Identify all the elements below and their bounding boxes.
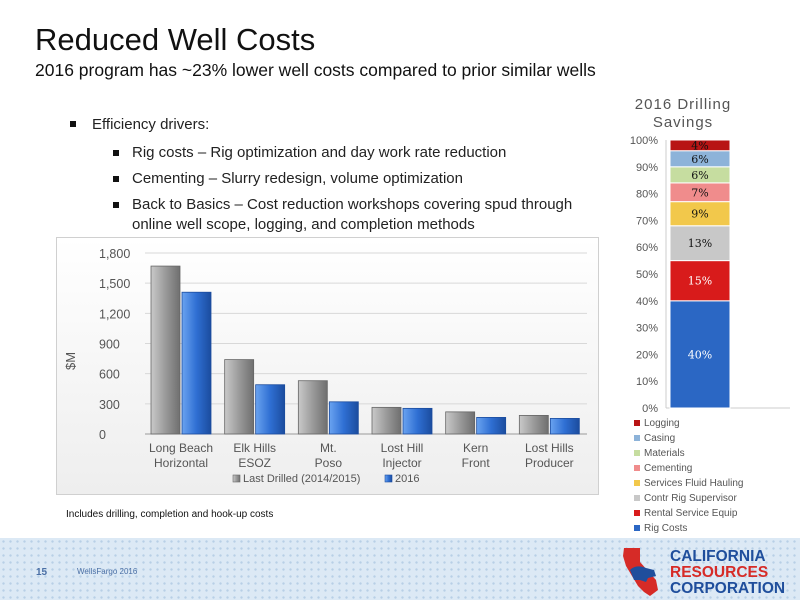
- segment-label: 40%: [688, 348, 712, 361]
- legend-label: Casing: [644, 433, 675, 444]
- bullet-item: Rig costs – Rig optimization and day wor…: [70, 143, 590, 163]
- well-cost-bar-chart: 0 300 600 900 1,200 1,500 1,800 $M Long BeachHor…: [63, 247, 587, 485]
- bar-last-drilled: [445, 411, 476, 435]
- legend-label: Materials: [644, 448, 685, 459]
- legend-swatch-last-drilled: [232, 474, 241, 483]
- bullet-item: Cementing – Slurry redesign, volume opti…: [70, 169, 590, 189]
- bar-last-drilled: [518, 414, 549, 435]
- bar-2016: [476, 417, 507, 435]
- bar-last-drilled: [150, 265, 181, 435]
- slide-title: Reduced Well Costs: [35, 22, 316, 57]
- y-tick-label: 0: [99, 428, 106, 442]
- y-tick-label: 1,500: [99, 277, 130, 291]
- footer-event-label: WellsFargo 2016: [77, 567, 138, 576]
- bar-2016: [549, 418, 580, 435]
- drilling-savings-stacked-chart: 0% 10% 20% 30% 40% 50% 60% 70% 80% 90% 100% 40% 15% 1…: [630, 135, 790, 534]
- y-tick-label: 1,800: [99, 247, 130, 261]
- y-tick-label: 100%: [630, 135, 658, 147]
- legend-label: Rig Costs: [644, 523, 687, 534]
- logo-line: RESOURCES: [670, 564, 769, 581]
- legend-label: Logging: [644, 418, 680, 429]
- bar-2016: [402, 407, 433, 435]
- x-tick-label: Elk Hills: [233, 441, 276, 455]
- slide-subtitle: 2016 program has ~23% lower well costs c…: [35, 60, 596, 80]
- y-tick-label: 80%: [636, 189, 658, 201]
- bar-last-drilled: [371, 406, 402, 435]
- legend-swatch: [634, 420, 640, 426]
- x-tick-label: Long Beach: [149, 441, 213, 455]
- savings-chart-title: 2016 Drilling Savings: [634, 96, 732, 131]
- x-tick-label: Lost Hills: [525, 441, 574, 455]
- legend-swatch: [634, 480, 640, 486]
- legend-swatch-2016: [384, 474, 393, 483]
- legend-swatch: [634, 510, 640, 516]
- stack-segment: [669, 139, 731, 152]
- bullet-main: Efficiency drivers:: [70, 116, 590, 133]
- y-tick-label: 40%: [636, 296, 658, 308]
- x-tick-label: Horizontal: [154, 456, 208, 470]
- bar-last-drilled: [297, 380, 328, 435]
- bullet-item: Back to Basics – Cost reduction workshop…: [70, 195, 590, 235]
- y-tick-label: 0%: [642, 403, 658, 415]
- x-tick-label: Mt.: [320, 441, 337, 455]
- y-tick-label: 60%: [636, 242, 658, 254]
- y-tick-label: 900: [99, 338, 120, 352]
- segment-label: 13%: [688, 237, 712, 250]
- stack-segment: [669, 300, 731, 409]
- y-tick-label: 600: [99, 368, 120, 382]
- y-tick-label: 50%: [636, 269, 658, 281]
- drilling-savings-chart: 0% 10% 20% 30% 40% 50% 60% 70% 80% 90% 100% 40% 15% 1…: [600, 130, 800, 540]
- logo-line: CORPORATION: [670, 580, 786, 597]
- x-tick-label: Lost Hill: [381, 441, 424, 455]
- segment-label: 6%: [691, 169, 708, 182]
- y-tick-label: 20%: [636, 349, 658, 361]
- stack-segment: [669, 260, 731, 302]
- bar-2016: [328, 401, 359, 435]
- segment-label: 7%: [691, 186, 708, 199]
- legend-label: Rental Service Equip: [644, 508, 738, 519]
- x-tick-label: ESOZ: [238, 456, 271, 470]
- segment-label: 4%: [691, 139, 708, 152]
- segment-label: 9%: [691, 208, 708, 221]
- segment-label: 6%: [691, 153, 708, 166]
- legend-swatch: [634, 435, 640, 441]
- bar-2016: [181, 291, 212, 435]
- y-tick-label: 90%: [636, 162, 658, 174]
- x-tick-label: Producer: [525, 456, 574, 470]
- legend-swatch: [634, 465, 640, 471]
- y-tick-label: 1,200: [99, 307, 130, 321]
- legend-label: Contr Rig Supervisor: [644, 493, 737, 504]
- company-logo: CALIFORNIA RESOURCES CORPORATION: [620, 546, 795, 598]
- bullet-list: Efficiency drivers: Rig costs – Rig opti…: [70, 116, 590, 241]
- y-tick-label: 10%: [636, 376, 658, 388]
- california-map-icon: [623, 548, 658, 596]
- x-tick-label: Injector: [382, 456, 421, 470]
- bar-last-drilled: [224, 359, 255, 435]
- legend-label: Services Fluid Hauling: [644, 478, 744, 489]
- well-cost-chart: 0 300 600 900 1,200 1,500 1,800 $M Long Beach Hor…: [56, 237, 599, 495]
- y-axis-label: $M: [63, 352, 78, 370]
- stack-segment: [669, 201, 731, 227]
- segment-label: 15%: [688, 275, 712, 288]
- legend-label: Last Drilled (2014/2015): [243, 473, 360, 485]
- y-tick-label: 300: [99, 398, 120, 412]
- legend-label: Cementing: [644, 463, 692, 474]
- x-tick-label: Poso: [315, 456, 343, 470]
- footer-band: [0, 538, 800, 600]
- logo-line: CALIFORNIA: [670, 548, 766, 565]
- x-tick-label: Kern: [463, 441, 488, 455]
- y-tick-label: 70%: [636, 215, 658, 227]
- logo-text: CALIFORNIA RESOURCES CORPORATION: [670, 549, 785, 597]
- bar-2016: [255, 384, 286, 435]
- legend-swatch: [634, 495, 640, 501]
- legend-label: 2016: [395, 473, 419, 485]
- legend-swatch: [634, 525, 640, 531]
- legend-swatch: [634, 450, 640, 456]
- footnote: Includes drilling, completion and hook-u…: [66, 509, 274, 520]
- y-tick-label: 30%: [636, 323, 658, 335]
- x-tick-label: Front: [462, 456, 491, 470]
- page-number: 15: [36, 567, 48, 578]
